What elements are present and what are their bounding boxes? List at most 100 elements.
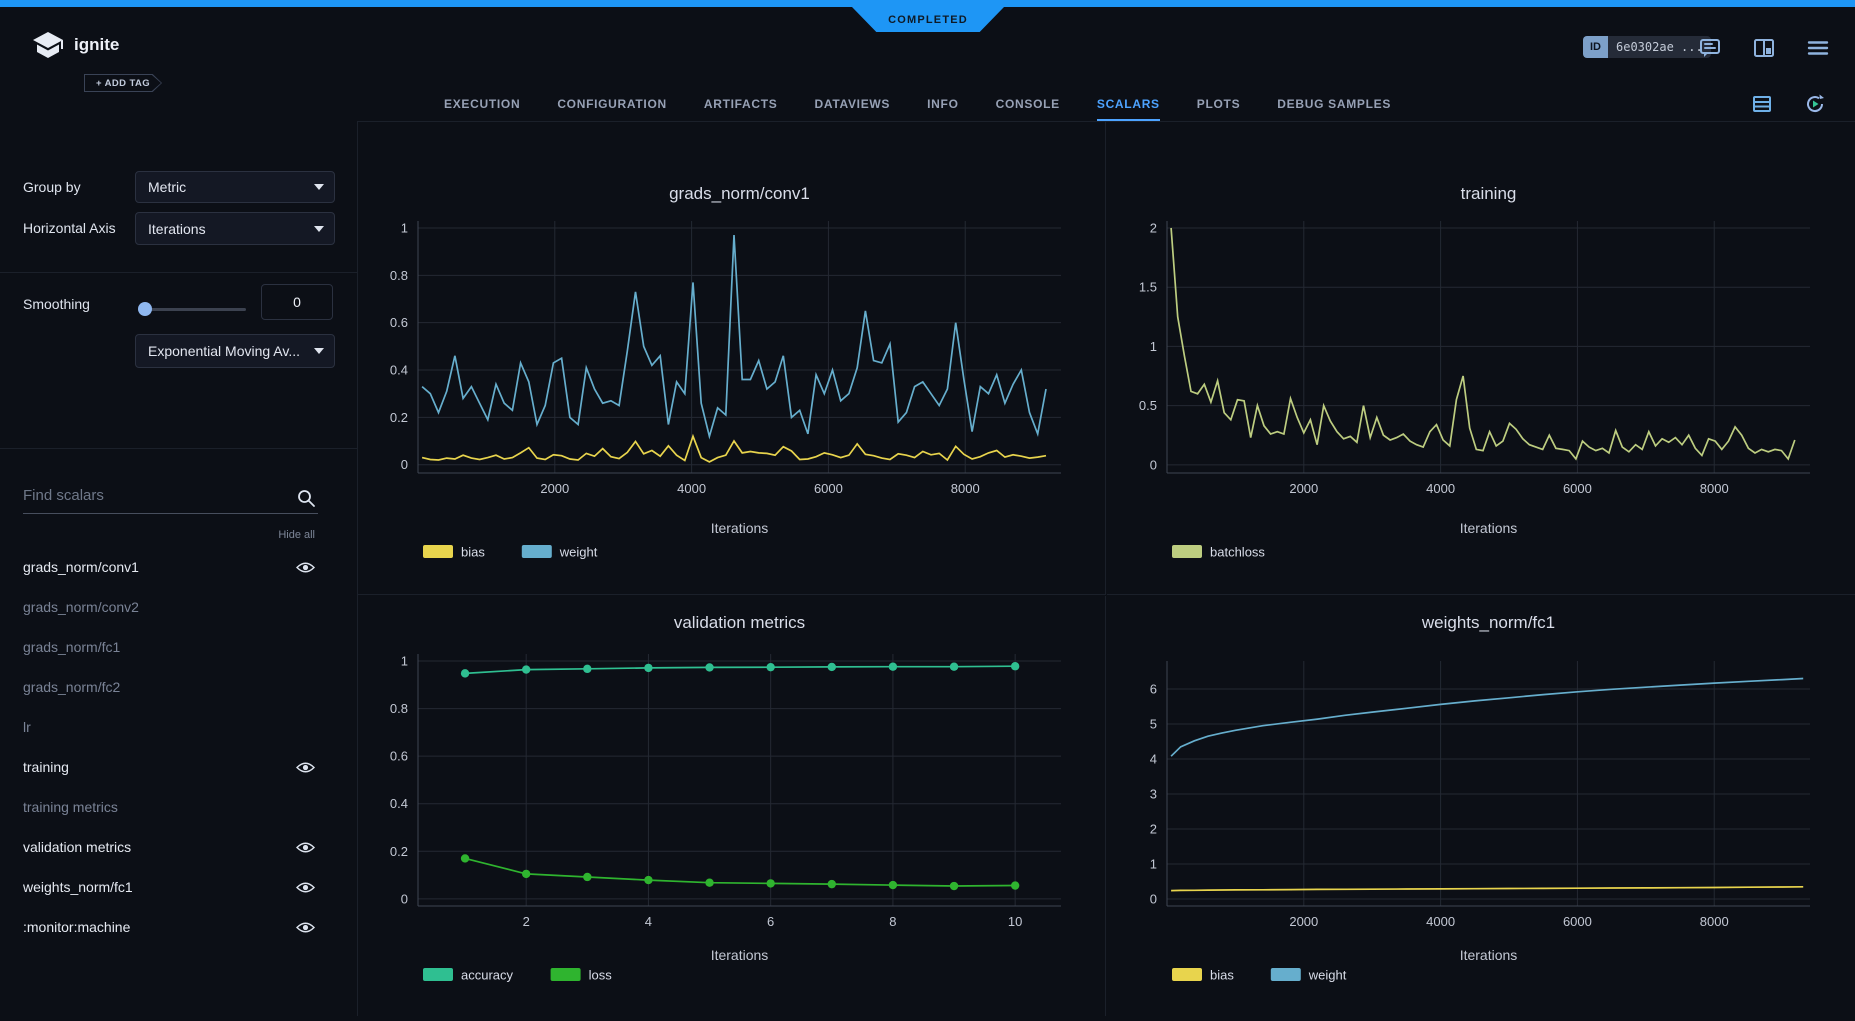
metric-row-grads-norm-fc1[interactable]: grads_norm/fc1	[23, 639, 121, 655]
svg-text:2000: 2000	[1289, 914, 1318, 929]
tab-dataviews[interactable]: DATAVIEWS	[814, 96, 891, 111]
metric-row-training-metrics[interactable]: training metrics	[23, 799, 118, 815]
horizontal-axis-select[interactable]: Iterations	[135, 212, 335, 245]
chart-weights-norm-fc1[interactable]: 2000 4000 6000 8000 0 1 2 3 4 5 6 weights_norm/fc1 I…	[1107, 596, 1855, 1016]
svg-text:2000: 2000	[540, 481, 569, 496]
svg-text:10: 10	[1008, 914, 1022, 929]
charts-grid: 2000 4000 6000 8000 0 0.2 0.4 0.6 0.8 1 grads_norm…	[358, 121, 1855, 1016]
svg-text:6: 6	[767, 914, 774, 929]
experiment-id-badge[interactable]: ID 6e0302ae ...	[1583, 36, 1711, 58]
svg-text:0: 0	[401, 891, 408, 906]
svg-text:2: 2	[523, 914, 530, 929]
svg-text:4: 4	[645, 914, 652, 929]
svg-text:0.6: 0.6	[390, 749, 408, 764]
svg-text:accuracy: accuracy	[461, 968, 514, 983]
svg-text:1: 1	[401, 221, 408, 236]
tab-artifacts[interactable]: ARTIFACTS	[703, 96, 778, 111]
svg-text:batchloss: batchloss	[1210, 545, 1265, 560]
divider	[0, 272, 357, 273]
hide-all-link[interactable]: Hide all	[278, 529, 315, 541]
metric-row-lr[interactable]: lr	[23, 719, 31, 735]
svg-text:2000: 2000	[1289, 481, 1318, 496]
chart-grads-norm-conv1[interactable]: 2000 4000 6000 8000 0 0.2 0.4 0.6 0.8 1 grads_norm…	[358, 121, 1106, 595]
svg-text:0: 0	[401, 457, 408, 472]
metric-row-validation-metrics[interactable]: validation metrics	[0, 827, 357, 867]
tab-bar: EXECUTION CONFIGURATION ARTIFACTS DATAVI…	[0, 88, 1855, 122]
svg-text:4000: 4000	[677, 481, 706, 496]
svg-text:6000: 6000	[1563, 481, 1592, 496]
eye-icon[interactable]	[296, 921, 315, 934]
slider-thumb[interactable]	[138, 302, 152, 316]
svg-text:6: 6	[1150, 682, 1157, 697]
svg-text:2: 2	[1150, 221, 1157, 236]
metric-list: grads_norm/conv1 grads_norm/conv2 grads_…	[0, 547, 357, 947]
svg-text:0.2: 0.2	[390, 844, 408, 859]
svg-text:1: 1	[401, 654, 408, 669]
layout-columns-icon[interactable]	[1752, 36, 1776, 65]
smoothing-value-input[interactable]	[261, 284, 333, 320]
tab-scalars[interactable]: SCALARS	[1096, 88, 1160, 121]
scalars-sidebar: Group by Metric Horizontal Axis Iteratio…	[0, 121, 358, 1016]
svg-text:0: 0	[1150, 457, 1157, 472]
svg-text:0.2: 0.2	[390, 410, 408, 425]
auto-refresh-icon[interactable]	[1803, 92, 1827, 121]
divider	[0, 448, 357, 449]
svg-text:Iterations: Iterations	[711, 947, 769, 963]
search-icon[interactable]	[296, 488, 316, 513]
svg-text:weights_norm/fc1: weights_norm/fc1	[1421, 613, 1555, 632]
svg-text:Iterations: Iterations	[1460, 520, 1518, 536]
group-by-label: Group by	[23, 179, 81, 195]
smoothing-slider[interactable]	[138, 302, 246, 316]
svg-text:Iterations: Iterations	[1460, 947, 1518, 963]
svg-text:4: 4	[1150, 752, 1157, 767]
svg-text:3: 3	[1150, 787, 1157, 802]
chevron-down-icon	[314, 348, 324, 354]
id-label: ID	[1583, 36, 1608, 58]
svg-text:6000: 6000	[1563, 914, 1592, 929]
tab-execution[interactable]: EXECUTION	[444, 96, 521, 111]
svg-text:6000: 6000	[814, 481, 843, 496]
eye-icon[interactable]	[296, 841, 315, 854]
menu-icon[interactable]	[1806, 36, 1830, 65]
comment-icon[interactable]	[1698, 36, 1722, 65]
svg-text:1: 1	[1150, 857, 1157, 872]
eye-icon[interactable]	[296, 761, 315, 774]
svg-text:2: 2	[1150, 822, 1157, 837]
tab-info[interactable]: INFO	[927, 96, 959, 111]
svg-text:bias: bias	[1210, 968, 1234, 983]
svg-text:validation metrics: validation metrics	[674, 613, 805, 632]
eye-icon[interactable]	[296, 881, 315, 894]
chart-training[interactable]: 2000 4000 6000 8000 0 0.5 1 1.5 2 training Iterati…	[1107, 121, 1855, 595]
svg-text:0.8: 0.8	[390, 268, 408, 283]
experiment-title: ignite	[74, 35, 120, 54]
metric-row-training[interactable]: training	[0, 747, 357, 787]
svg-text:8000: 8000	[951, 481, 980, 496]
svg-text:4000: 4000	[1426, 481, 1455, 496]
svg-text:0.8: 0.8	[390, 701, 408, 716]
tabs: EXECUTION CONFIGURATION ARTIFACTS DATAVI…	[444, 88, 1391, 121]
svg-text:0.6: 0.6	[390, 315, 408, 330]
svg-text:1.5: 1.5	[1139, 280, 1157, 295]
chevron-down-icon	[314, 225, 324, 232]
metric-row-monitor-machine[interactable]: :monitor:machine	[0, 907, 357, 947]
svg-text:grads_norm/conv1: grads_norm/conv1	[669, 184, 810, 203]
tab-console[interactable]: CONSOLE	[995, 96, 1060, 111]
id-value: 6e0302ae ...	[1608, 36, 1711, 58]
group-by-select[interactable]: Metric	[135, 171, 335, 203]
search-input[interactable]	[23, 483, 283, 508]
add-tag-button[interactable]: + ADD TAG	[84, 74, 162, 92]
chevron-down-icon	[314, 184, 324, 190]
chart-validation-metrics[interactable]: 2 4 6 8 10 0 0.2 0.4 0.6 0.8 1 validation metrics It…	[358, 596, 1106, 1016]
smoothing-method-select[interactable]: Exponential Moving Av...	[135, 334, 335, 368]
smoothing-label: Smoothing	[23, 296, 90, 312]
tab-plots[interactable]: PLOTS	[1196, 96, 1241, 111]
metric-row-grads-norm-fc2[interactable]: grads_norm/fc2	[23, 679, 121, 695]
eye-icon[interactable]	[296, 561, 315, 574]
svg-text:bias: bias	[461, 545, 485, 560]
metric-row-weights-norm-fc1[interactable]: weights_norm/fc1	[0, 867, 357, 907]
metric-row-grads-norm-conv2[interactable]: grads_norm/conv2	[23, 599, 139, 615]
metrics-table-icon[interactable]	[1751, 93, 1773, 120]
tab-configuration[interactable]: CONFIGURATION	[557, 96, 667, 111]
metric-row-grads-norm-conv1[interactable]: grads_norm/conv1	[0, 547, 357, 587]
tab-debug-samples[interactable]: DEBUG SAMPLES	[1277, 96, 1392, 111]
